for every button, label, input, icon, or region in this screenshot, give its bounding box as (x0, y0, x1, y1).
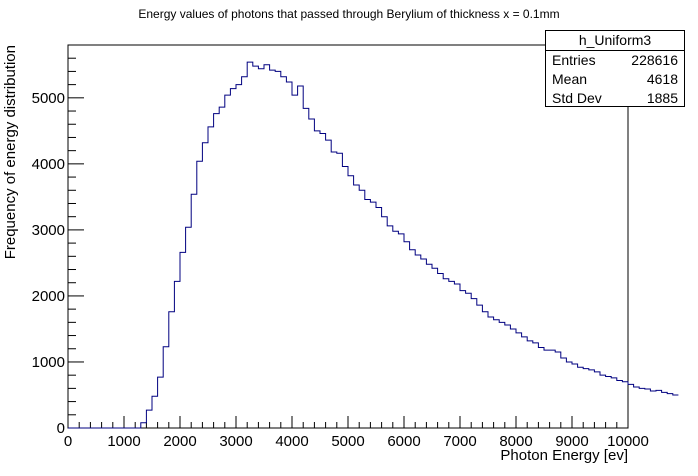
stats-value: 4618 (646, 71, 678, 87)
y-tick-label: 0 (57, 420, 65, 437)
x-tick-label: 6000 (387, 433, 420, 450)
x-tick-label: 10000 (607, 433, 649, 450)
stats-name: h_Uniform3 (546, 31, 684, 51)
stats-row: Entries 228616 (546, 51, 684, 70)
x-tick-label: 2000 (163, 433, 196, 450)
stats-value: 228616 (631, 52, 678, 68)
x-tick-label: 9000 (555, 433, 588, 450)
x-tick-label: 8000 (499, 433, 532, 450)
stats-label: Std Dev (552, 90, 602, 106)
stats-row: Mean 4618 (546, 70, 684, 89)
y-tick-label: 5000 (32, 90, 65, 107)
stats-row: Std Dev 1885 (546, 89, 684, 108)
y-tick-label: 4000 (32, 156, 65, 173)
x-tick-label: 0 (64, 433, 72, 450)
x-axis-label: Photon Energy [ev] (500, 447, 628, 464)
x-tick-label: 3000 (219, 433, 252, 450)
stats-box: h_Uniform3 Entries 228616 Mean 4618 Std … (545, 30, 685, 107)
x-tick-label: 4000 (275, 433, 308, 450)
plot-frame (67, 44, 629, 429)
chart-title: Energy values of photons that passed thr… (138, 7, 560, 21)
stats-label: Entries (552, 52, 596, 68)
y-tick-label: 3000 (32, 222, 65, 239)
histogram-series (68, 61, 679, 429)
x-tick-label: 5000 (331, 433, 364, 450)
y-axis: 0 1000 2000 3000 4000 5000 (32, 44, 84, 437)
x-tick-label: 7000 (443, 433, 476, 450)
y-tick-label: 2000 (32, 288, 65, 305)
x-axis: 0 1000 2000 3000 4000 5000 6000 7000 8000 9000 100… (64, 416, 649, 450)
stats-value: 1885 (646, 90, 678, 106)
y-axis-label: Frequency of energy distribution (2, 45, 19, 259)
x-tick-label: 1000 (107, 433, 140, 450)
y-tick-label: 1000 (32, 354, 65, 371)
stats-label: Mean (552, 71, 588, 87)
